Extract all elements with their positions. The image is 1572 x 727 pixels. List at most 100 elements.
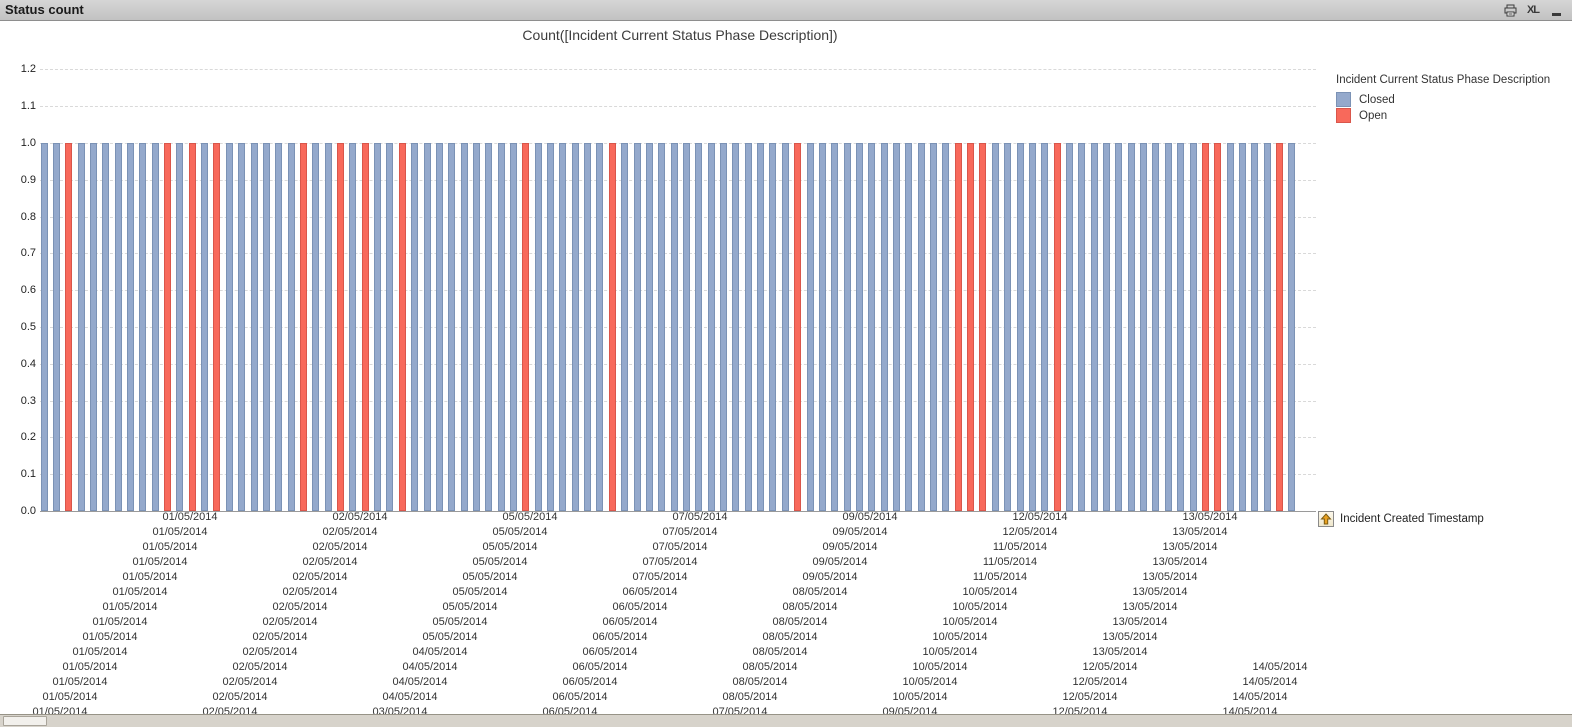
bar-open[interactable] bbox=[337, 143, 344, 511]
x-axis-label[interactable]: 01/05/2014 bbox=[72, 646, 128, 658]
bar-closed[interactable] bbox=[275, 143, 282, 511]
bar-closed[interactable] bbox=[325, 143, 332, 511]
bar-closed[interactable] bbox=[1165, 143, 1172, 511]
x-axis-label[interactable]: 05/05/2014 bbox=[492, 526, 548, 538]
bar-closed[interactable] bbox=[782, 143, 789, 511]
bar-closed[interactable] bbox=[547, 143, 554, 511]
bar-closed[interactable] bbox=[510, 143, 517, 511]
x-axis-label[interactable]: 09/05/2014 bbox=[822, 541, 878, 553]
bar-closed[interactable] bbox=[349, 143, 356, 511]
bar-closed[interactable] bbox=[152, 143, 159, 511]
x-axis-label[interactable]: 12/05/2014 bbox=[1002, 526, 1058, 538]
x-axis-label[interactable]: 10/05/2014 bbox=[892, 691, 948, 703]
x-axis-label[interactable]: 02/05/2014 bbox=[332, 511, 388, 523]
x-axis-label[interactable]: 05/05/2014 bbox=[472, 556, 528, 568]
bar-closed[interactable] bbox=[905, 143, 912, 511]
x-axis-label[interactable]: 08/05/2014 bbox=[772, 616, 828, 628]
bar-open[interactable] bbox=[1214, 143, 1221, 511]
x-axis-label[interactable]: 01/05/2014 bbox=[152, 526, 208, 538]
bar-open[interactable] bbox=[300, 143, 307, 511]
x-axis-label[interactable]: 11/05/2014 bbox=[992, 541, 1048, 553]
dimension-up-arrow-icon[interactable] bbox=[1318, 511, 1334, 527]
bar-closed[interactable] bbox=[918, 143, 925, 511]
x-axis-label[interactable]: 10/05/2014 bbox=[902, 676, 958, 688]
x-axis-label[interactable]: 04/05/2014 bbox=[392, 676, 448, 688]
x-axis-label[interactable]: 05/05/2014 bbox=[422, 631, 478, 643]
x-axis-label[interactable]: 08/05/2014 bbox=[782, 601, 838, 613]
bar-closed[interactable] bbox=[942, 143, 949, 511]
x-axis-label[interactable]: 08/05/2014 bbox=[792, 586, 848, 598]
bar-closed[interactable] bbox=[498, 143, 505, 511]
bottom-scrollbar-thumb[interactable] bbox=[3, 716, 47, 726]
x-axis-label[interactable]: 02/05/2014 bbox=[282, 586, 338, 598]
bar-closed[interactable] bbox=[41, 143, 48, 511]
bar-closed[interactable] bbox=[251, 143, 258, 511]
x-axis-label[interactable]: 13/05/2014 bbox=[1092, 646, 1148, 658]
export-excel-icon[interactable]: XL bbox=[1525, 3, 1541, 18]
x-axis-label[interactable]: 01/05/2014 bbox=[112, 586, 168, 598]
bar-closed[interactable] bbox=[1227, 143, 1234, 511]
bar-closed[interactable] bbox=[695, 143, 702, 511]
bar-closed[interactable] bbox=[893, 143, 900, 511]
x-axis-label[interactable]: 13/05/2014 bbox=[1162, 541, 1218, 553]
x-axis-label[interactable]: 05/05/2014 bbox=[482, 541, 538, 553]
x-axis-label[interactable]: 01/05/2014 bbox=[92, 616, 148, 628]
x-axis-label[interactable]: 13/05/2014 bbox=[1112, 616, 1168, 628]
x-axis-label[interactable]: 04/05/2014 bbox=[382, 691, 438, 703]
bar-closed[interactable] bbox=[374, 143, 381, 511]
x-axis-label[interactable]: 05/05/2014 bbox=[442, 601, 498, 613]
x-axis-label[interactable]: 12/05/2014 bbox=[1062, 691, 1118, 703]
bar-closed[interactable] bbox=[1115, 143, 1122, 511]
x-axis-label[interactable]: 07/05/2014 bbox=[652, 541, 708, 553]
bar-closed[interactable] bbox=[658, 143, 665, 511]
x-axis-label[interactable]: 10/05/2014 bbox=[922, 646, 978, 658]
bar-closed[interactable] bbox=[856, 143, 863, 511]
bar-open[interactable] bbox=[362, 143, 369, 511]
x-axis-label[interactable]: 09/05/2014 bbox=[802, 571, 858, 583]
caption-bar[interactable]: Status count XL bbox=[0, 0, 1572, 21]
bar-closed[interactable] bbox=[473, 143, 480, 511]
x-axis-label[interactable]: 02/05/2014 bbox=[322, 526, 378, 538]
bar-closed[interactable] bbox=[78, 143, 85, 511]
bar-closed[interactable] bbox=[881, 143, 888, 511]
x-axis-label[interactable]: 01/05/2014 bbox=[62, 661, 118, 673]
bar-closed[interactable] bbox=[436, 143, 443, 511]
x-axis-label[interactable]: 09/05/2014 bbox=[812, 556, 868, 568]
bar-open[interactable] bbox=[522, 143, 529, 511]
bar-closed[interactable] bbox=[1066, 143, 1073, 511]
bar-open[interactable] bbox=[979, 143, 986, 511]
x-axis-label[interactable]: 14/05/2014 bbox=[1252, 661, 1308, 673]
bar-open[interactable] bbox=[164, 143, 171, 511]
x-axis-label[interactable]: 13/05/2014 bbox=[1152, 556, 1208, 568]
x-axis-label[interactable]: 04/05/2014 bbox=[412, 646, 468, 658]
x-axis-label[interactable]: 05/05/2014 bbox=[462, 571, 518, 583]
x-axis-label[interactable]: 01/05/2014 bbox=[132, 556, 188, 568]
bar-open[interactable] bbox=[794, 143, 801, 511]
dimension-indicator[interactable]: Incident Created Timestamp bbox=[1318, 511, 1484, 527]
x-axis-label[interactable]: 09/05/2014 bbox=[832, 526, 888, 538]
bar-closed[interactable] bbox=[386, 143, 393, 511]
bar-open[interactable] bbox=[967, 143, 974, 511]
x-axis-label[interactable]: 01/05/2014 bbox=[82, 631, 138, 643]
x-axis-label[interactable]: 02/05/2014 bbox=[312, 541, 368, 553]
bar-closed[interactable] bbox=[683, 143, 690, 511]
x-axis-label[interactable]: 09/05/2014 bbox=[842, 511, 898, 523]
x-axis-label[interactable]: 06/05/2014 bbox=[602, 616, 658, 628]
x-axis-label[interactable]: 10/05/2014 bbox=[952, 601, 1008, 613]
x-axis-label[interactable]: 13/05/2014 bbox=[1122, 601, 1178, 613]
bar-closed[interactable] bbox=[1288, 143, 1295, 511]
bar-closed[interactable] bbox=[1190, 143, 1197, 511]
x-axis-label[interactable]: 12/05/2014 bbox=[1012, 511, 1068, 523]
x-axis-label[interactable]: 05/05/2014 bbox=[502, 511, 558, 523]
bar-closed[interactable] bbox=[1029, 143, 1036, 511]
x-axis-label[interactable]: 10/05/2014 bbox=[912, 661, 968, 673]
bar-closed[interactable] bbox=[1140, 143, 1147, 511]
bar-open[interactable] bbox=[955, 143, 962, 511]
bar-closed[interactable] bbox=[115, 143, 122, 511]
bar-closed[interactable] bbox=[646, 143, 653, 511]
x-axis-label[interactable]: 12/05/2014 bbox=[1082, 661, 1138, 673]
bar-closed[interactable] bbox=[461, 143, 468, 511]
bar-closed[interactable] bbox=[238, 143, 245, 511]
bar-closed[interactable] bbox=[139, 143, 146, 511]
x-axis-label[interactable]: 11/05/2014 bbox=[982, 556, 1038, 568]
